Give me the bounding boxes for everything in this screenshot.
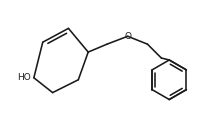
Text: O: O <box>124 32 131 41</box>
Text: HO: HO <box>17 73 31 82</box>
